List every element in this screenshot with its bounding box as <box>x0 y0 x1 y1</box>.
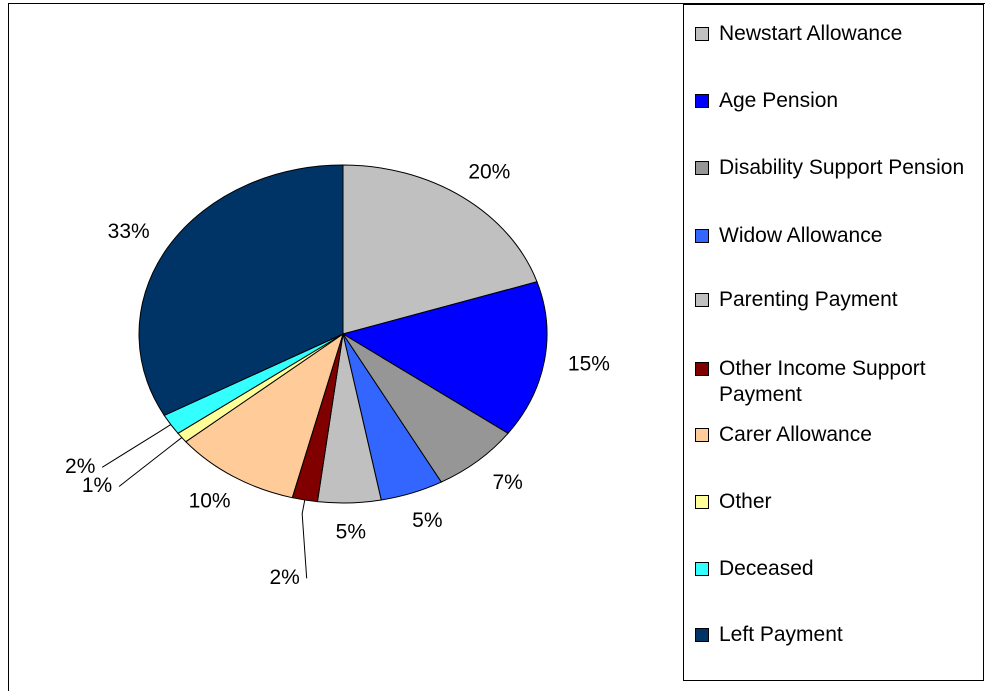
leader-line <box>101 424 172 468</box>
legend-swatch <box>695 94 709 108</box>
data-label: 15% <box>568 353 610 376</box>
data-label: 10% <box>189 490 231 513</box>
leader-line <box>118 437 183 487</box>
leader-line <box>301 499 308 579</box>
legend-label: Carer Allowance <box>719 423 872 446</box>
legend-label: Parenting Payment <box>719 288 898 311</box>
legend-label: Widow Allowance <box>719 224 883 247</box>
legend-label: Age Pension <box>719 89 839 112</box>
chart-border <box>8 3 985 691</box>
data-label: 1% <box>82 474 112 497</box>
legend-swatch <box>695 293 709 307</box>
pie-slice <box>341 281 548 434</box>
data-label: 5% <box>336 520 366 543</box>
legend-label: Left Payment <box>719 623 843 646</box>
data-label: 7% <box>492 471 522 494</box>
legend-label: Deceased <box>719 557 814 580</box>
pie-slice <box>185 332 344 499</box>
data-label: 33% <box>108 220 150 243</box>
legend-swatch <box>695 562 709 576</box>
legend-swatch <box>695 161 709 175</box>
data-label: 20% <box>468 161 510 184</box>
data-label: 2% <box>269 566 299 589</box>
legend-swatch <box>695 229 709 243</box>
legend-swatch <box>695 27 709 41</box>
legend-label: Other Income Support Payment <box>719 357 926 406</box>
legend-swatch <box>695 628 709 642</box>
legend-label: Other <box>719 490 772 513</box>
pie-slice <box>342 164 538 335</box>
legend-swatch <box>695 428 709 442</box>
data-label: 5% <box>412 509 442 532</box>
pie-slice <box>138 164 344 417</box>
legend-label: Newstart Allowance <box>719 22 903 45</box>
legend-box <box>683 4 984 681</box>
legend-label: Disability Support Pension <box>719 156 965 179</box>
data-label: 2% <box>65 455 95 478</box>
legend-swatch <box>695 362 709 376</box>
legend-swatch <box>695 495 709 509</box>
